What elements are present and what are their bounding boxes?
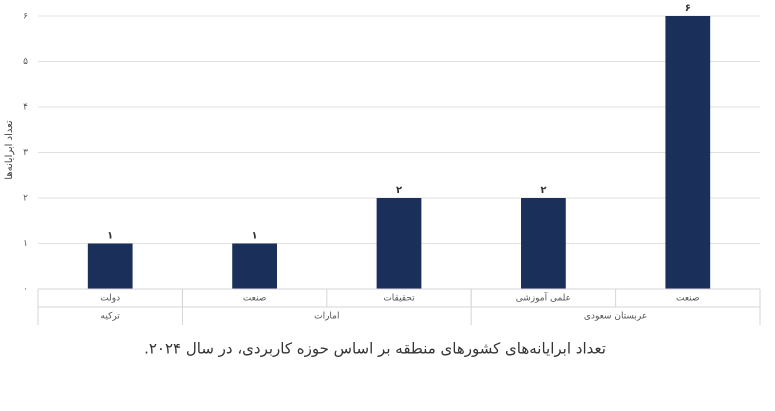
y-tick-label: ۶ <box>23 12 28 22</box>
caption: تعداد ابرایانه‌های کشورهای منطقه بر اساس… <box>144 340 606 358</box>
bar <box>232 243 277 289</box>
y-tick-label: ۳ <box>23 148 28 158</box>
x-tick-label: تحقیقات <box>383 294 415 304</box>
y-tick-label: ۰ <box>23 285 28 295</box>
y-axis-title: تعداد ابرایانه‌ها <box>4 120 15 180</box>
data-label: ۶ <box>685 3 691 14</box>
x-tick-label: صنعت <box>676 294 700 304</box>
data-label: ۲ <box>540 185 546 196</box>
bar <box>376 198 422 289</box>
y-tick-label: ۵ <box>23 57 28 67</box>
group-label: امارات <box>314 312 339 322</box>
bar <box>521 198 566 289</box>
y-tick-label: ۲ <box>23 194 28 204</box>
data-label: ۱ <box>107 231 113 242</box>
group-label: ترکیه <box>101 312 121 322</box>
data-label: ۱ <box>252 231 258 242</box>
group-label: عربستان سعودی <box>584 312 647 322</box>
y-tick-label: ۱ <box>23 239 28 249</box>
data-label: ۲ <box>396 185 402 196</box>
x-tick-label: دولت <box>100 294 120 304</box>
x-tick-label: صنعت <box>243 294 267 304</box>
bar <box>87 243 133 289</box>
y-tick-label: ۴ <box>23 103 28 113</box>
bar <box>665 16 711 289</box>
x-tick-label: علمی آموزشی <box>516 292 571 304</box>
